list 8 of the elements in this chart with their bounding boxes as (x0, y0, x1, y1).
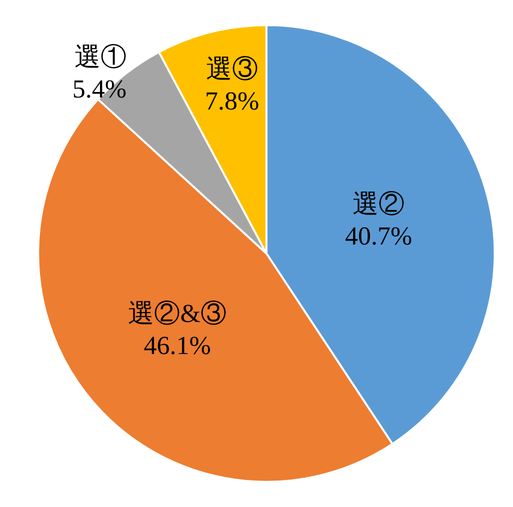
data-label: 7.8% (204, 86, 260, 116)
data-label: 5.4% (72, 74, 127, 104)
slice-label: 選②&③ (128, 299, 226, 328)
data-label: 40.7% (345, 221, 412, 250)
slice-label: 選② (352, 189, 405, 218)
slice-label: 選③ (206, 54, 258, 84)
data-label: 46.1% (144, 331, 211, 360)
slice-label: 選① (74, 42, 127, 72)
